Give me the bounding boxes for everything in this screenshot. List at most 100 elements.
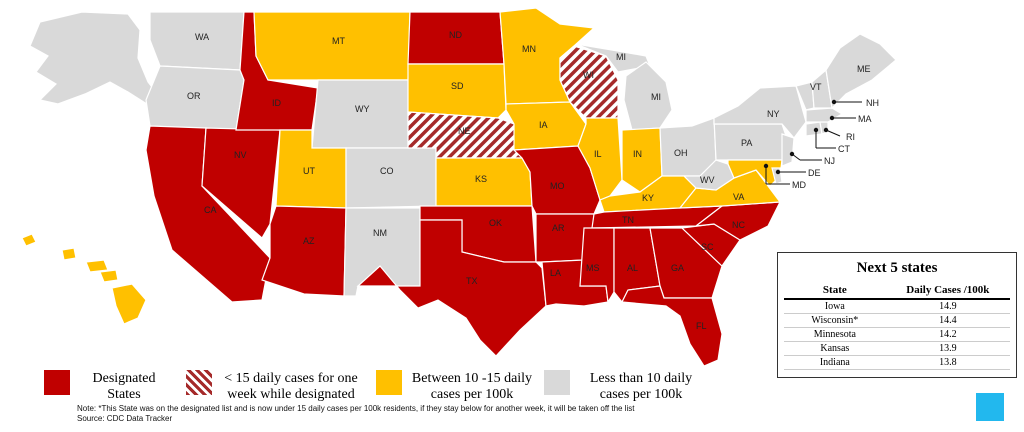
label-tn: TN bbox=[622, 215, 634, 225]
table-row: Minnesota 14.2 bbox=[784, 327, 1010, 342]
label-me: ME bbox=[857, 64, 871, 74]
label-wi: WI bbox=[583, 70, 594, 80]
state-massachusetts[interactable] bbox=[805, 107, 844, 123]
state-new-jersey[interactable] bbox=[781, 133, 795, 167]
state-alaska[interactable] bbox=[29, 11, 172, 111]
legend-swatch-hatched bbox=[186, 370, 212, 395]
label-ia: IA bbox=[539, 120, 548, 130]
corner-accent-square bbox=[976, 393, 1004, 421]
label-vt: VT bbox=[810, 82, 822, 92]
table-title: Next 5 states bbox=[856, 260, 938, 276]
label-ct: CT bbox=[838, 144, 850, 154]
label-oh: OH bbox=[674, 148, 688, 158]
state-leader-lines bbox=[763, 99, 862, 185]
label-pa: PA bbox=[741, 138, 752, 148]
label-or: OR bbox=[187, 91, 201, 101]
state-hawaii[interactable] bbox=[21, 233, 147, 325]
label-ne: NE bbox=[458, 126, 471, 136]
state-texas[interactable] bbox=[356, 219, 547, 357]
row-state: Kansas bbox=[784, 341, 886, 356]
legend-item-designated: Designated States bbox=[44, 366, 174, 402]
label-de: DE bbox=[808, 168, 821, 178]
label-nj: NJ bbox=[824, 156, 835, 166]
label-va: VA bbox=[733, 192, 744, 202]
state-connecticut[interactable] bbox=[805, 121, 823, 137]
legend-swatch-under-10 bbox=[544, 370, 570, 395]
row-state: Minnesota bbox=[784, 327, 886, 342]
legend-label-range-10-15: Between 10 -15 daily cases per 100k bbox=[411, 371, 533, 402]
state-maine[interactable] bbox=[825, 33, 897, 110]
label-tx: TX bbox=[466, 276, 478, 286]
footnote-source: Source: CDC Data Tracker bbox=[77, 414, 173, 423]
row-state: Wisconsin* bbox=[784, 313, 886, 328]
label-nh: NH bbox=[866, 98, 879, 108]
label-nm: NM bbox=[373, 228, 387, 238]
state-labels: WA OR CA NV ID MT WY UT AZ CO NM ND SD N… bbox=[187, 30, 879, 331]
table-row: Wisconsin* 14.4 bbox=[784, 313, 1010, 328]
row-cases: 14.9 bbox=[885, 299, 1010, 314]
table-row: Kansas 13.9 bbox=[784, 341, 1010, 356]
label-ny: NY bbox=[767, 109, 780, 119]
legend-label-hatched: < 15 daily cases for one week while desi… bbox=[224, 371, 358, 402]
legend-label-under-10: Less than 10 daily cases per 100k bbox=[589, 371, 693, 402]
label-nc: NC bbox=[732, 220, 745, 230]
footnote: Note: *This State was on the designated … bbox=[77, 404, 635, 424]
label-sd: SD bbox=[451, 81, 464, 91]
table-row: Indiana 13.8 bbox=[784, 355, 1010, 370]
legend-item-range-10-15: Between 10 -15 daily cases per 100k bbox=[376, 366, 544, 402]
col-header-state: State bbox=[784, 283, 886, 300]
state-montana[interactable] bbox=[253, 11, 411, 81]
state-ohio[interactable] bbox=[659, 117, 717, 177]
state-wyoming[interactable] bbox=[311, 79, 409, 149]
label-ok: OK bbox=[489, 218, 502, 228]
col-header-cases: Daily Cases /100k bbox=[885, 283, 1010, 300]
label-ga: GA bbox=[671, 263, 684, 273]
row-cases: 13.9 bbox=[885, 341, 1010, 356]
label-mi-upper: MI bbox=[616, 52, 626, 62]
row-cases: 14.2 bbox=[885, 327, 1010, 342]
state-colorado[interactable] bbox=[345, 147, 437, 209]
label-ky: KY bbox=[642, 193, 654, 203]
label-mo: MO bbox=[550, 181, 565, 191]
footnote-note: Note: *This State was on the designated … bbox=[77, 404, 635, 413]
label-al: AL bbox=[627, 263, 638, 273]
label-mt: MT bbox=[332, 36, 345, 46]
table-row: Iowa 14.9 bbox=[784, 299, 1010, 314]
state-michigan[interactable] bbox=[623, 61, 673, 131]
row-cases: 14.4 bbox=[885, 313, 1010, 328]
label-la: LA bbox=[550, 268, 561, 278]
label-co: CO bbox=[380, 166, 394, 176]
label-mn: MN bbox=[522, 44, 536, 54]
legend-swatch-designated bbox=[44, 370, 70, 395]
row-state: Iowa bbox=[784, 299, 886, 314]
state-arizona[interactable] bbox=[261, 205, 347, 297]
table-grid: State Daily Cases /100k Iowa 14.9 Wiscons… bbox=[784, 283, 1010, 370]
label-mi: MI bbox=[651, 92, 661, 102]
label-md: MD bbox=[792, 180, 806, 190]
legend-item-under-10: Less than 10 daily cases per 100k bbox=[544, 366, 712, 402]
label-ks: KS bbox=[475, 174, 487, 184]
state-florida[interactable] bbox=[621, 285, 723, 367]
label-ri: RI bbox=[846, 132, 855, 142]
label-ma: MA bbox=[858, 114, 872, 124]
label-id: ID bbox=[272, 98, 282, 108]
label-wv: WV bbox=[700, 175, 715, 185]
label-wa: WA bbox=[195, 32, 209, 42]
row-state: Indiana bbox=[784, 355, 886, 370]
label-sc: SC bbox=[701, 242, 714, 252]
label-il: IL bbox=[594, 149, 602, 159]
label-ms: MS bbox=[586, 263, 600, 273]
legend-label-designated: Designated States bbox=[92, 371, 156, 402]
label-nd: ND bbox=[449, 30, 462, 40]
label-az: AZ bbox=[303, 236, 315, 246]
label-ca: CA bbox=[204, 205, 217, 215]
label-in: IN bbox=[633, 149, 642, 159]
legend-swatch-range-10-15 bbox=[376, 370, 402, 395]
label-ar: AR bbox=[552, 223, 565, 233]
label-ut: UT bbox=[303, 166, 315, 176]
legend-item-hatched: < 15 daily cases for one week while desi… bbox=[186, 366, 371, 402]
label-nv: NV bbox=[234, 150, 247, 160]
state-south-dakota[interactable] bbox=[407, 63, 507, 119]
next-five-states-table: Next 5 states State Daily Cases /100k Io… bbox=[777, 252, 1017, 378]
label-wy: WY bbox=[355, 104, 370, 114]
